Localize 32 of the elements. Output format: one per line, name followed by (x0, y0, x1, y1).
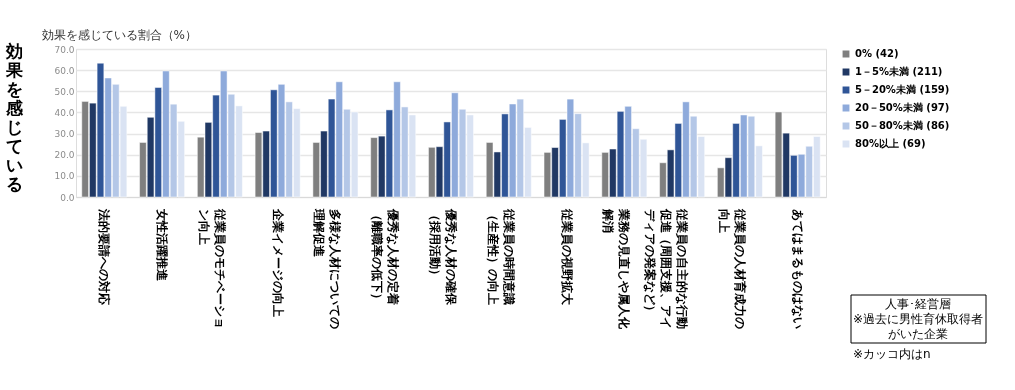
legend-label: 20－50%未満 (97) (855, 102, 950, 113)
y-tick-label: 70.0 (54, 44, 75, 55)
x-tick-label: 業務の見直しや属人化解消 (601, 208, 632, 330)
y-tick-label: 20.0 (54, 150, 75, 161)
y-tick-label: 40.0 (54, 107, 75, 118)
y-tick-label: 60.0 (54, 65, 75, 76)
y-tick-label: 30.0 (54, 129, 75, 140)
x-tick-label: 女性活躍推進 (155, 208, 170, 282)
text: ※カッコ内はn (853, 347, 931, 361)
x-tick-label: 優秀な人材の確保（採用活動） (428, 208, 458, 306)
y-tick-label: 10.0 (54, 171, 75, 182)
y-tick-label: 0.0 (60, 192, 75, 203)
x-tick-label: 従業員の視野拡大 (559, 208, 574, 306)
y-tick-label: 50.0 (54, 86, 75, 97)
x-tick-label: 従業員のモチベーション向上 (196, 208, 227, 329)
y-axis-title: 効果を感じている割合（%） (41, 27, 197, 42)
x-tick-label: 優秀な人材の定着（離職率の低下） (370, 208, 401, 305)
x-tick-label: 従業員の人材育成力の向上 (716, 208, 747, 329)
legend-label: 1－5%未満 (211) (855, 66, 943, 77)
legend-label: 80%以上 (69) (855, 138, 926, 149)
x-tick-label: 従業員の時間意識（生産性）の向上 (485, 208, 516, 305)
x-tick-label: 企業イメージの向上 (270, 208, 285, 317)
x-tick-label: 多様な人材についての理解促進 (312, 208, 343, 329)
text: 効果を感じている (4, 41, 24, 194)
x-tick-label: 従業員の自主的な行動促進（周囲支援、アイディアの発案など） (643, 208, 690, 329)
text: ※過去に男性育休取得者がいた企業 (852, 312, 984, 341)
text: 人事･経営層 (885, 297, 951, 311)
legend-label: 0% (42) (855, 48, 899, 59)
x-tick-label: 法的要請への対応 (97, 208, 112, 305)
legend-label: 50－80%未満 (86) (855, 120, 950, 131)
legend-label: 5－20%未満 (159) (855, 84, 950, 95)
x-tick-label: あてはまるものはない (790, 209, 805, 329)
